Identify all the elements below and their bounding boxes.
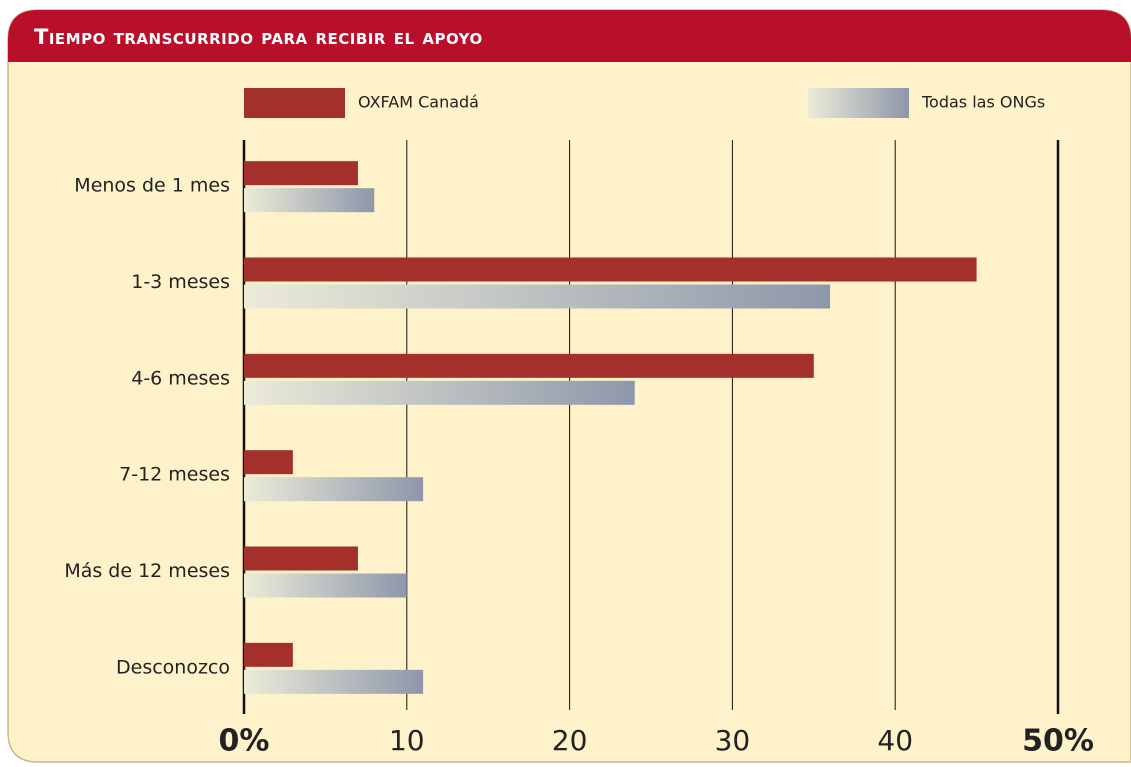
header	[8, 10, 1131, 62]
y-tick-label: Desconozco	[116, 656, 230, 678]
bar	[244, 161, 358, 186]
x-tick-label: 30	[715, 724, 751, 757]
y-tick-label: 7-12 meses	[119, 464, 230, 486]
legend-label: Todas las ONGs	[921, 93, 1045, 112]
bar	[244, 477, 424, 502]
y-tick-label: Menos de 1 mes	[74, 175, 230, 197]
bar	[244, 669, 424, 694]
legend-swatch	[808, 88, 909, 118]
chart-title: Tiempo transcurrido para recibir el apoy…	[34, 25, 483, 49]
x-tick-label: 0%	[219, 724, 270, 759]
y-tick-label: Más de 12 meses	[64, 560, 230, 582]
bar	[244, 450, 293, 475]
bar	[244, 188, 375, 213]
bar	[244, 257, 977, 282]
x-tick-label: 50%	[1022, 724, 1094, 759]
bar	[244, 353, 814, 378]
x-tick-label: 20	[552, 724, 588, 757]
bar	[244, 546, 358, 571]
x-tick-label: 40	[877, 724, 913, 757]
legend-swatch	[244, 88, 345, 118]
bar	[244, 642, 293, 667]
legend-label: OXFAM Canadá	[358, 93, 479, 112]
y-tick-label: 1-3 meses	[131, 271, 230, 293]
bar	[244, 380, 635, 405]
x-tick-label: 10	[389, 724, 425, 757]
bar	[244, 573, 407, 598]
y-tick-label: 4-6 meses	[131, 367, 230, 389]
bar	[244, 284, 831, 309]
